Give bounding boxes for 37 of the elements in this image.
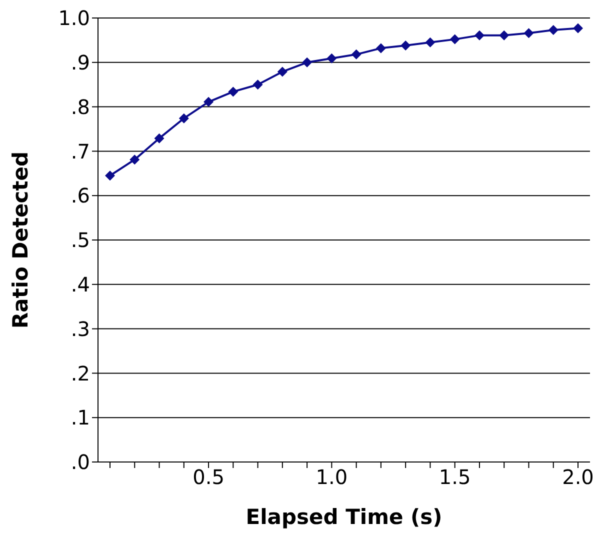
point <box>499 30 510 40</box>
y-tick-label: .9 <box>70 50 90 74</box>
point <box>573 23 583 34</box>
point <box>326 53 337 64</box>
point <box>302 57 312 68</box>
point <box>524 28 534 38</box>
x-axis-title: Elapsed Time (s) <box>246 505 442 529</box>
point <box>178 113 189 124</box>
point <box>130 154 140 165</box>
y-tick-label: .6 <box>70 184 90 208</box>
x-tick-label: 0.5 <box>192 465 224 490</box>
y-tick-label: .0 <box>70 450 90 474</box>
point <box>228 86 238 97</box>
point <box>154 133 164 144</box>
point <box>204 96 214 107</box>
y-tick-label: .4 <box>70 272 90 296</box>
point <box>277 66 288 77</box>
point <box>548 24 558 35</box>
point <box>425 37 436 48</box>
point <box>105 170 115 181</box>
y-tick-label: .8 <box>70 94 90 119</box>
y-axis-title: Ratio Detected <box>8 151 32 329</box>
y-tick-label: .3 <box>70 316 90 341</box>
x-tick-label: 2.0 <box>562 465 594 490</box>
point <box>376 43 386 54</box>
y-tick-label: .1 <box>70 406 90 430</box>
y-tick-label: 1.0 <box>58 6 90 30</box>
x-tick-label: 1.0 <box>316 465 348 490</box>
point <box>351 49 362 60</box>
point <box>400 40 411 51</box>
point <box>450 34 460 44</box>
y-tick-label: .7 <box>70 139 90 164</box>
y-tick-label: .2 <box>70 361 90 386</box>
point <box>474 30 484 40</box>
y-tick-label: .5 <box>70 228 90 252</box>
x-tick-label: 1.5 <box>438 465 471 490</box>
point <box>252 80 263 90</box>
